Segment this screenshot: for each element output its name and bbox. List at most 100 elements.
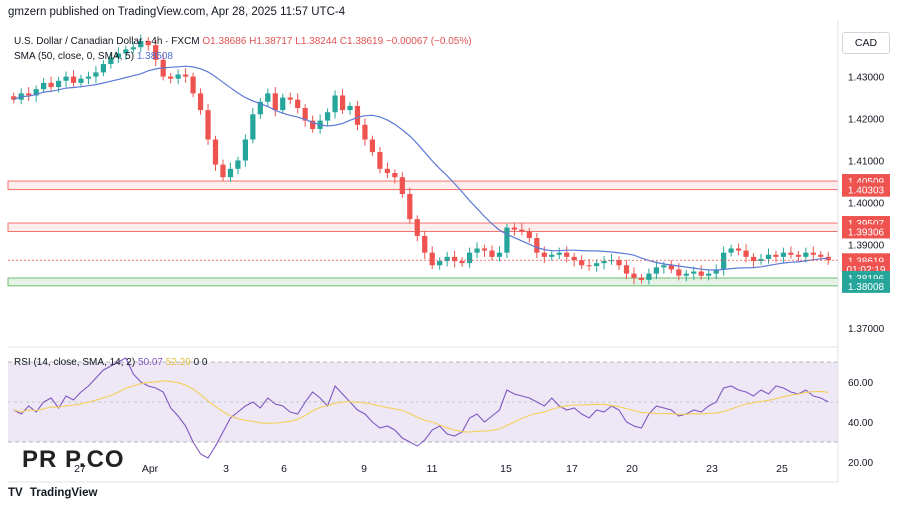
candle xyxy=(713,264,719,280)
candle-body xyxy=(504,227,510,253)
candle xyxy=(242,134,249,167)
candle xyxy=(197,88,204,115)
candle-body xyxy=(691,271,697,274)
time-tick-label: 17 xyxy=(566,463,578,475)
candle xyxy=(138,34,144,52)
time-tick-label: Apr xyxy=(142,463,159,475)
candle xyxy=(175,69,181,85)
candle-body xyxy=(579,260,585,266)
price-axis[interactable]: 1.370001.380001.390001.400001.410001.420… xyxy=(848,73,885,336)
price-badge-label: 1.40509 xyxy=(848,177,885,188)
candle-body xyxy=(444,256,450,262)
candle-body xyxy=(414,219,420,236)
candle xyxy=(212,135,219,171)
candle-body xyxy=(212,139,219,165)
rsi-tick-label: 60.00 xyxy=(848,378,873,389)
sma-label: SMA (50, close, 0, SMA, 5) xyxy=(14,51,135,62)
candle xyxy=(339,89,346,114)
candle-body xyxy=(706,273,712,276)
candle-body xyxy=(257,101,263,115)
candle-body xyxy=(324,112,331,121)
candle xyxy=(168,72,174,84)
candle xyxy=(616,256,622,270)
candle-body xyxy=(26,93,32,96)
candle-body xyxy=(175,74,181,79)
candle-body xyxy=(70,76,77,83)
candle-body xyxy=(168,76,174,79)
symbol-name: U.S. Dollar / Canadian Dollar · 4h · FXC… xyxy=(14,36,200,47)
candle xyxy=(182,68,189,83)
candle xyxy=(100,60,107,77)
candle-body xyxy=(773,254,779,257)
time-tick-label: 11 xyxy=(427,463,438,475)
price-badge-label: 1.40303 xyxy=(848,186,885,197)
candle-body xyxy=(235,160,241,169)
candle xyxy=(422,230,428,259)
candle xyxy=(571,253,577,267)
candle-body xyxy=(55,80,62,88)
candle xyxy=(48,76,54,92)
tradingview-footer[interactable]: TV TradingView xyxy=(8,487,97,499)
candle xyxy=(504,223,510,259)
candle xyxy=(698,265,704,280)
candle-body xyxy=(780,252,787,257)
candle xyxy=(586,258,592,271)
price-badge: 1.39306 xyxy=(842,224,890,239)
candle-body xyxy=(519,229,525,232)
price-badge-bg xyxy=(842,278,890,293)
candle xyxy=(556,247,562,260)
candle xyxy=(407,187,413,224)
candle xyxy=(444,251,450,267)
change-value: −0.00067 (−0.05%) xyxy=(385,36,472,47)
candle-body xyxy=(638,277,645,280)
candle-body xyxy=(452,256,458,262)
candle-body xyxy=(272,93,278,111)
rsi-axis[interactable]: 20.00 40.00 60.00 xyxy=(848,378,873,469)
time-tick-label: 20 xyxy=(626,463,638,475)
candle-body xyxy=(683,273,689,276)
price-tick-label: 1.42000 xyxy=(848,115,885,126)
candle-body xyxy=(182,74,189,77)
candle xyxy=(369,135,376,156)
candle-body xyxy=(362,124,368,140)
candle xyxy=(728,244,734,257)
candle-body xyxy=(11,96,17,100)
candle-body xyxy=(354,105,361,125)
currency-button[interactable]: CAD xyxy=(842,32,890,54)
close-value: C1.38619 xyxy=(339,36,384,47)
candle xyxy=(646,268,652,285)
candle-body xyxy=(100,64,107,73)
candle-body xyxy=(818,254,824,257)
rsi-value: 50.07 xyxy=(137,357,163,368)
candle-body xyxy=(310,120,316,129)
candle-body xyxy=(481,248,488,251)
candle xyxy=(392,169,398,184)
candle xyxy=(780,247,787,264)
time-axis[interactable]: 27 Apr 3 6 9 11 15 17 20 23 25 xyxy=(74,463,788,475)
candle-body xyxy=(130,47,136,50)
time-tick-label: 15 xyxy=(500,463,512,475)
candle-body xyxy=(339,95,346,111)
candle xyxy=(78,74,84,88)
low-value: L1.38244 xyxy=(295,36,337,47)
time-tick-label: 3 xyxy=(223,463,229,475)
candle xyxy=(26,87,32,101)
candle-body xyxy=(459,261,465,264)
candle xyxy=(250,108,256,144)
candle xyxy=(534,232,540,259)
price-tick-label: 1.37000 xyxy=(848,324,885,335)
candle-body xyxy=(511,227,518,230)
candle-body xyxy=(33,89,39,96)
candle xyxy=(332,90,338,119)
price-badge-bg xyxy=(842,182,890,197)
candle xyxy=(631,267,637,285)
time-tick-label: 27 xyxy=(74,463,86,475)
candle xyxy=(810,246,816,262)
candle xyxy=(452,250,458,268)
candle xyxy=(653,261,660,280)
zone-support xyxy=(7,277,839,287)
candle xyxy=(220,159,226,181)
candle xyxy=(481,244,488,257)
candle xyxy=(347,102,353,115)
